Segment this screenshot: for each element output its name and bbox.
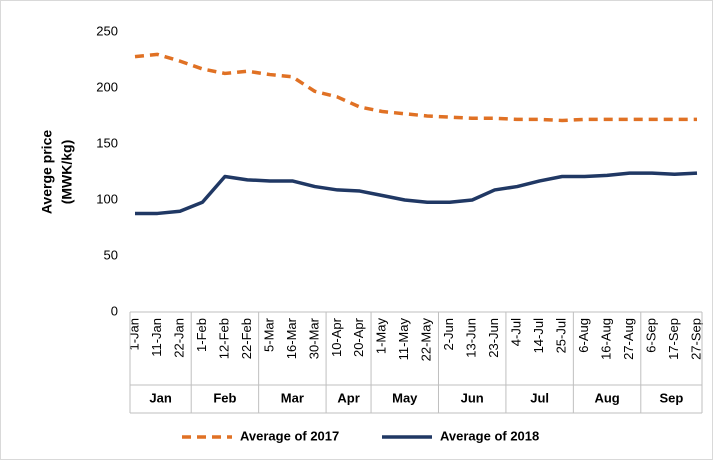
- group-label: Sep: [659, 390, 683, 405]
- group-label: Jan: [149, 390, 171, 405]
- x-tick-label: 20-Apr: [351, 317, 366, 357]
- x-tick-label: 16-Aug: [599, 318, 614, 360]
- x-tick-label: 25-Jul: [554, 318, 569, 354]
- y-tick-label: 0: [111, 303, 118, 318]
- x-tick-label: 27-Sep: [688, 318, 703, 360]
- x-tick-label: 16-Mar: [284, 317, 299, 359]
- y-axis-label: Averge price: [39, 130, 55, 215]
- x-tick-label: 4-Jul: [509, 318, 524, 346]
- group-label: Feb: [213, 390, 236, 405]
- group-label: Jun: [461, 390, 484, 405]
- x-tick-label: 11-Jan: [149, 318, 164, 357]
- line-series: [135, 171, 698, 216]
- x-tick-label: 10-Apr: [329, 317, 344, 357]
- x-tick-label: 11-May: [396, 318, 411, 361]
- x-tick-label: 6-Aug: [576, 318, 591, 353]
- y-tick-label: 100: [96, 191, 118, 206]
- group-label: Aug: [594, 390, 619, 405]
- x-tick-label: 1-Jan: [126, 318, 141, 351]
- x-tick-label: 22-May: [419, 318, 434, 362]
- x-tick-label: 13-Jun: [464, 318, 479, 358]
- x-tick-label: 1-May: [374, 318, 389, 355]
- x-tick-label: 12-Feb: [216, 318, 231, 359]
- y-tick-label: 200: [96, 79, 118, 94]
- legend-label: Average of 2017: [240, 428, 339, 443]
- group-label: Apr: [337, 390, 359, 405]
- x-tick-label: 1-Feb: [194, 318, 209, 352]
- x-tick-label: 2-Jun: [441, 318, 456, 351]
- y-tick-label: 150: [96, 135, 118, 150]
- x-tick-label: 6-Sep: [643, 318, 658, 353]
- x-tick-label: 22-Feb: [239, 318, 254, 359]
- x-tick-label: 27-Aug: [621, 318, 636, 360]
- group-label: May: [392, 390, 418, 405]
- x-tick-label: 30-Mar: [306, 317, 321, 359]
- y-tick-label: 250: [96, 23, 118, 38]
- x-tick-label: 14-Jul: [531, 318, 546, 354]
- x-tick-label: 17-Sep: [666, 318, 681, 360]
- group-label: Jul: [530, 390, 549, 405]
- y-tick-label: 50: [104, 247, 118, 262]
- legend-label: Average of 2018: [440, 428, 539, 443]
- group-label: Mar: [281, 390, 304, 405]
- x-tick-label: 22-Jan: [171, 318, 186, 358]
- line-series: [134, 52, 697, 123]
- x-tick-label: 23-Jun: [486, 318, 501, 358]
- y-axis-label: (MWK/kg): [59, 140, 75, 205]
- x-tick-label: 5-Mar: [261, 317, 276, 352]
